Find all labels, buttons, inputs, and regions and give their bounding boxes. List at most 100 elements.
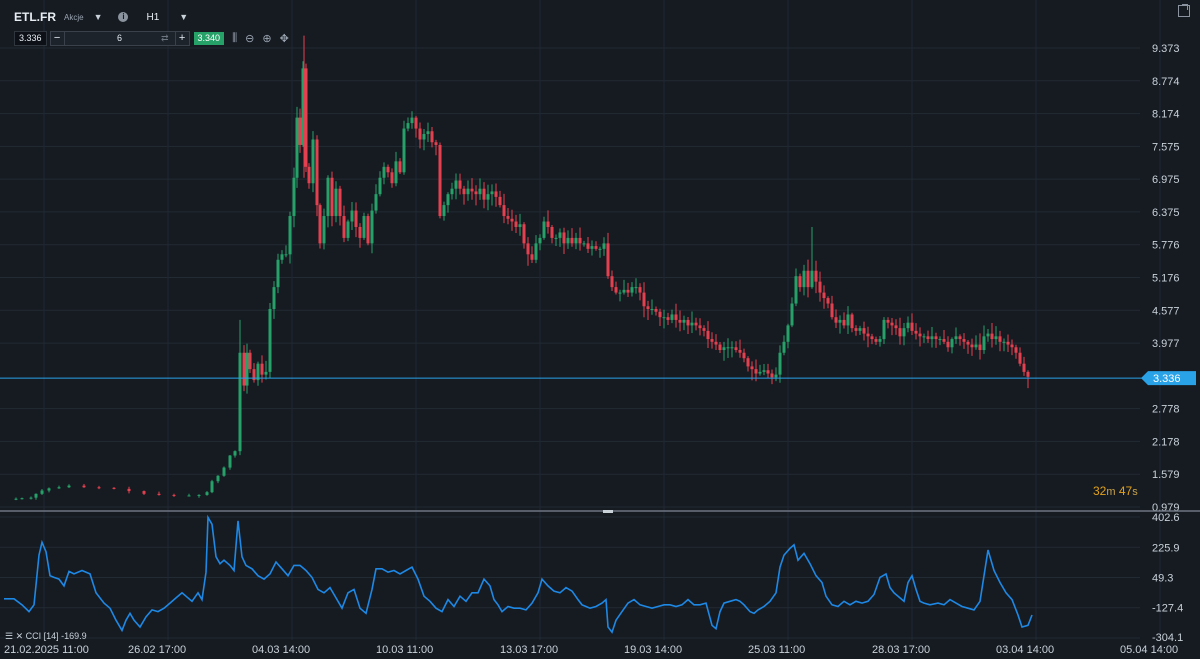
candle-body xyxy=(542,221,546,238)
candle-body xyxy=(142,491,146,494)
candle-body xyxy=(350,210,354,222)
x-tick-label: 10.03 11:00 xyxy=(376,644,433,656)
candle-body xyxy=(298,117,302,145)
indicator-label[interactable]: ☰ ✕ CCI [14] -169.9 xyxy=(5,631,87,641)
candle-body xyxy=(450,188,454,195)
cci-tick-label: -127.4 xyxy=(1152,603,1183,615)
candle-body xyxy=(862,328,866,334)
candle-body xyxy=(894,325,898,329)
candle-body xyxy=(742,352,746,359)
candle-body xyxy=(618,292,622,294)
symbol-bar: ETL.FR Akcje ▼ i H1 ▼ xyxy=(14,8,188,26)
x-tick-label: 21.02.2025 11:00 xyxy=(4,644,89,656)
candle-body xyxy=(1014,347,1018,353)
candle-body xyxy=(670,314,674,320)
candle-body xyxy=(818,281,822,293)
symbol-name[interactable]: ETL.FR xyxy=(14,10,56,24)
candle-body xyxy=(534,243,538,260)
candle-body xyxy=(97,487,101,489)
candle-body xyxy=(370,210,374,244)
candle-body xyxy=(802,270,806,288)
swap-icon[interactable]: ⇄ xyxy=(160,32,169,43)
y-tick-label: 8.174 xyxy=(1152,109,1180,121)
x-tick-label: 28.03 17:00 xyxy=(872,644,930,656)
candle-body xyxy=(686,319,690,326)
candle-body xyxy=(902,328,906,337)
pane-resize-handle xyxy=(603,510,613,513)
move-icon[interactable]: ✥ xyxy=(279,32,289,45)
candle-body xyxy=(498,196,502,206)
cci-tick-label: 402.6 xyxy=(1152,512,1180,524)
candle-body xyxy=(770,373,774,378)
candle-body xyxy=(1006,341,1010,345)
chevron-down-icon[interactable]: ▼ xyxy=(93,12,103,22)
ask-price[interactable]: 3.340 xyxy=(193,31,225,45)
candle-body xyxy=(922,336,926,338)
candle-body xyxy=(954,336,958,340)
volume-stepper[interactable]: − 6 ⇄ + xyxy=(49,30,190,46)
candle-body xyxy=(326,177,330,217)
candle-body xyxy=(1010,344,1014,348)
candle-body xyxy=(938,339,942,341)
candle-body xyxy=(674,314,678,320)
candle-body xyxy=(550,226,554,238)
y-tick-label: 1.579 xyxy=(1152,469,1180,481)
candle-body xyxy=(590,246,594,249)
info-icon[interactable]: i xyxy=(118,12,129,22)
candle-body xyxy=(822,292,826,299)
candle-body xyxy=(390,172,394,184)
candle-body xyxy=(990,333,994,340)
candle-body xyxy=(806,270,810,288)
candle-body xyxy=(406,123,410,129)
candle-body xyxy=(594,246,598,249)
zoom-out-icon[interactable]: ⊖ xyxy=(245,32,255,45)
candle-body xyxy=(758,371,762,374)
candle-body xyxy=(730,347,734,349)
candle-body xyxy=(622,289,626,293)
cci-tick-label: -304.1 xyxy=(1152,632,1183,644)
candle-body xyxy=(950,339,954,348)
candle-body xyxy=(187,495,191,497)
bid-price[interactable]: 3.336 xyxy=(14,30,47,46)
candle-body xyxy=(374,194,378,211)
candle-body xyxy=(346,221,350,238)
candle-body xyxy=(558,232,562,238)
candle-body xyxy=(402,128,406,173)
candle-body xyxy=(854,328,858,331)
candle-body xyxy=(280,254,284,260)
x-tick-label: 05.04 14:00 xyxy=(1120,644,1178,656)
y-tick-label: 6.975 xyxy=(1152,174,1180,186)
candle-body xyxy=(578,237,582,244)
volume-input[interactable]: 6 ⇄ xyxy=(63,31,176,45)
candle-body xyxy=(526,243,530,255)
candle-body xyxy=(682,319,686,323)
cci-tick-label: 225.9 xyxy=(1152,542,1180,554)
indicator-settings-icon[interactable]: ☰ ✕ xyxy=(5,631,26,641)
zoom-in-icon[interactable]: ⊕ xyxy=(262,32,272,45)
candle-type-icon[interactable]: ⫼ xyxy=(232,31,238,44)
candle-body xyxy=(434,142,438,145)
volume-increase-button[interactable]: + xyxy=(178,32,186,44)
candle-body xyxy=(482,188,486,200)
candle-body xyxy=(157,493,161,495)
expand-icon[interactable] xyxy=(1178,4,1190,17)
timeframe-chevron-down-icon[interactable]: ▼ xyxy=(179,12,189,22)
candle-body xyxy=(642,292,646,307)
candle-body xyxy=(222,467,226,476)
candle-body xyxy=(228,455,232,468)
candle-body xyxy=(750,366,754,370)
y-tick-label: 5.776 xyxy=(1152,240,1180,252)
volume-decrease-button[interactable]: − xyxy=(53,32,61,44)
candle-body xyxy=(264,371,268,375)
candle-body xyxy=(814,270,818,282)
candle-body xyxy=(522,224,526,244)
candle-body xyxy=(354,210,358,227)
candle-body xyxy=(562,232,566,244)
timeframe-select[interactable]: H1 xyxy=(146,11,160,23)
candle-body xyxy=(252,369,256,381)
candle-body xyxy=(658,311,662,318)
candle-body xyxy=(330,177,334,217)
candle-body xyxy=(570,237,574,244)
candle-body xyxy=(510,218,514,222)
